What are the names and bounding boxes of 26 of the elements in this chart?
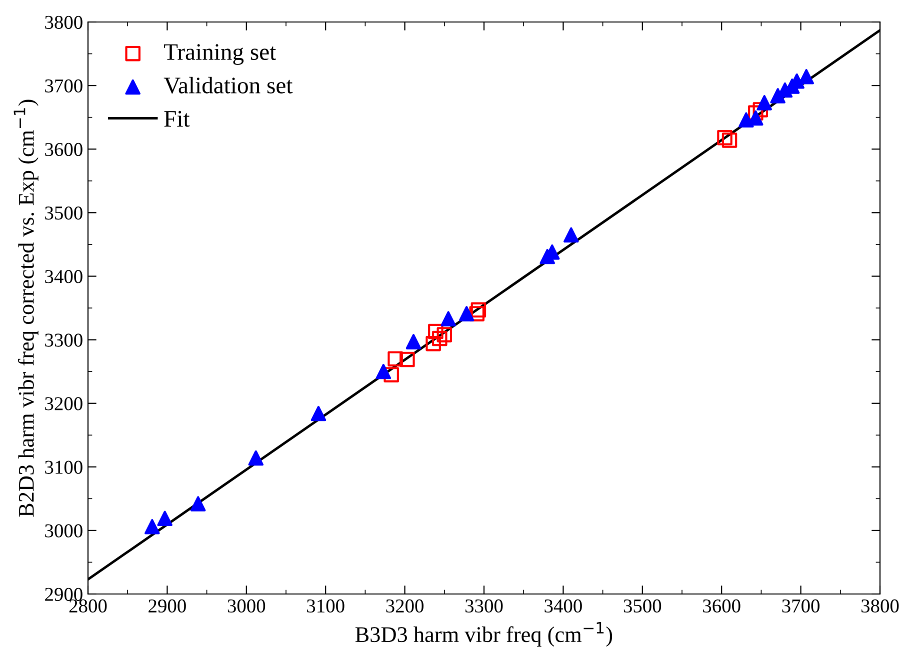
y-tick-label: 3200 xyxy=(45,397,82,410)
y-tick-label: 3400 xyxy=(45,270,82,284)
x-tick-label: 3000 xyxy=(228,599,266,613)
x-tick-label: 3100 xyxy=(307,599,344,613)
x-tick-label: 3200 xyxy=(386,599,424,613)
y-tick-label: 3000 xyxy=(45,524,82,538)
x-tick-label: 3600 xyxy=(703,599,740,613)
y-tick-label: 3600 xyxy=(45,142,82,156)
legend-label: Validation set xyxy=(164,76,293,94)
y-tick-label: 3300 xyxy=(45,334,82,347)
x-tick-label: 3500 xyxy=(624,599,662,613)
x-tick-label: 2900 xyxy=(148,599,186,613)
legend-label: Fit xyxy=(164,110,190,127)
x-axis-title: B3D3 harm vibr freq (cm$^{−1}$) xyxy=(355,622,612,647)
y-tick-label: 3800 xyxy=(45,16,82,29)
legend-label: Training set xyxy=(164,44,276,65)
y-tick-label: 3500 xyxy=(45,206,82,220)
y-tick-label: 3100 xyxy=(45,460,82,474)
x-tick-label: 3300 xyxy=(465,599,503,613)
x-tick-label: 3700 xyxy=(782,599,820,613)
x-tick-label: 3400 xyxy=(544,599,582,613)
y-axis-title: B2D3 harm vibr freq corrected vs. Exp (cm$^{−1}$) xyxy=(14,100,38,517)
x-tick-label: 2800 xyxy=(69,599,107,613)
y-tick-label: 3700 xyxy=(45,79,82,92)
y-tick-label: 2900 xyxy=(45,588,82,601)
x-tick-label: 3800 xyxy=(861,599,899,613)
